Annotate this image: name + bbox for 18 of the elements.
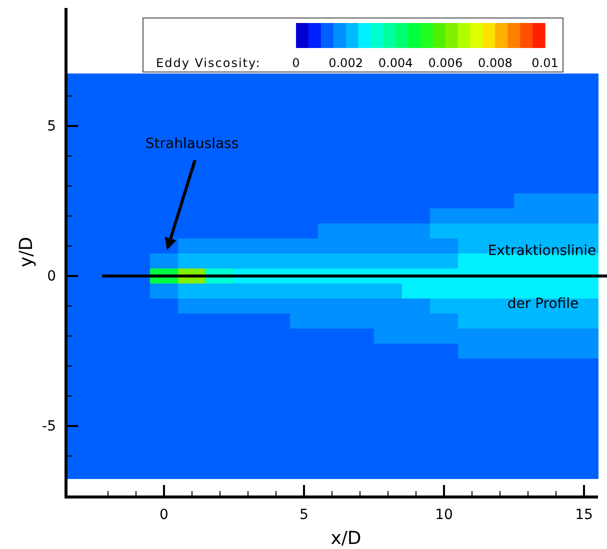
color-bar-label: 0.008 bbox=[478, 56, 512, 70]
y-tick-label: 0 bbox=[47, 268, 56, 284]
y-axis-title: y/D bbox=[16, 236, 37, 268]
y-tick-label: 5 bbox=[47, 118, 56, 134]
x-tick-label: 0 bbox=[160, 506, 168, 523]
color-bar-label: 0.006 bbox=[428, 56, 463, 70]
x-tick-label: 5 bbox=[300, 506, 308, 523]
x-tick-label: 10 bbox=[435, 506, 453, 523]
color-bar-label: 0.004 bbox=[378, 56, 413, 70]
x-axis-title: x/D bbox=[330, 528, 362, 549]
color-bar-label: 0 bbox=[292, 56, 300, 70]
color-bar-title: Eddy Viscosity: bbox=[156, 56, 261, 70]
text: Extraktionslinie der Profile bbox=[488, 243, 596, 312]
color-bar-label: 0.01 bbox=[532, 56, 558, 70]
y-tick-label: -5 bbox=[42, 418, 56, 434]
color-bar-label: 0.002 bbox=[328, 56, 363, 70]
annotation: Strahlauslass bbox=[145, 136, 239, 152]
x-tick-label: 15 bbox=[575, 506, 593, 523]
